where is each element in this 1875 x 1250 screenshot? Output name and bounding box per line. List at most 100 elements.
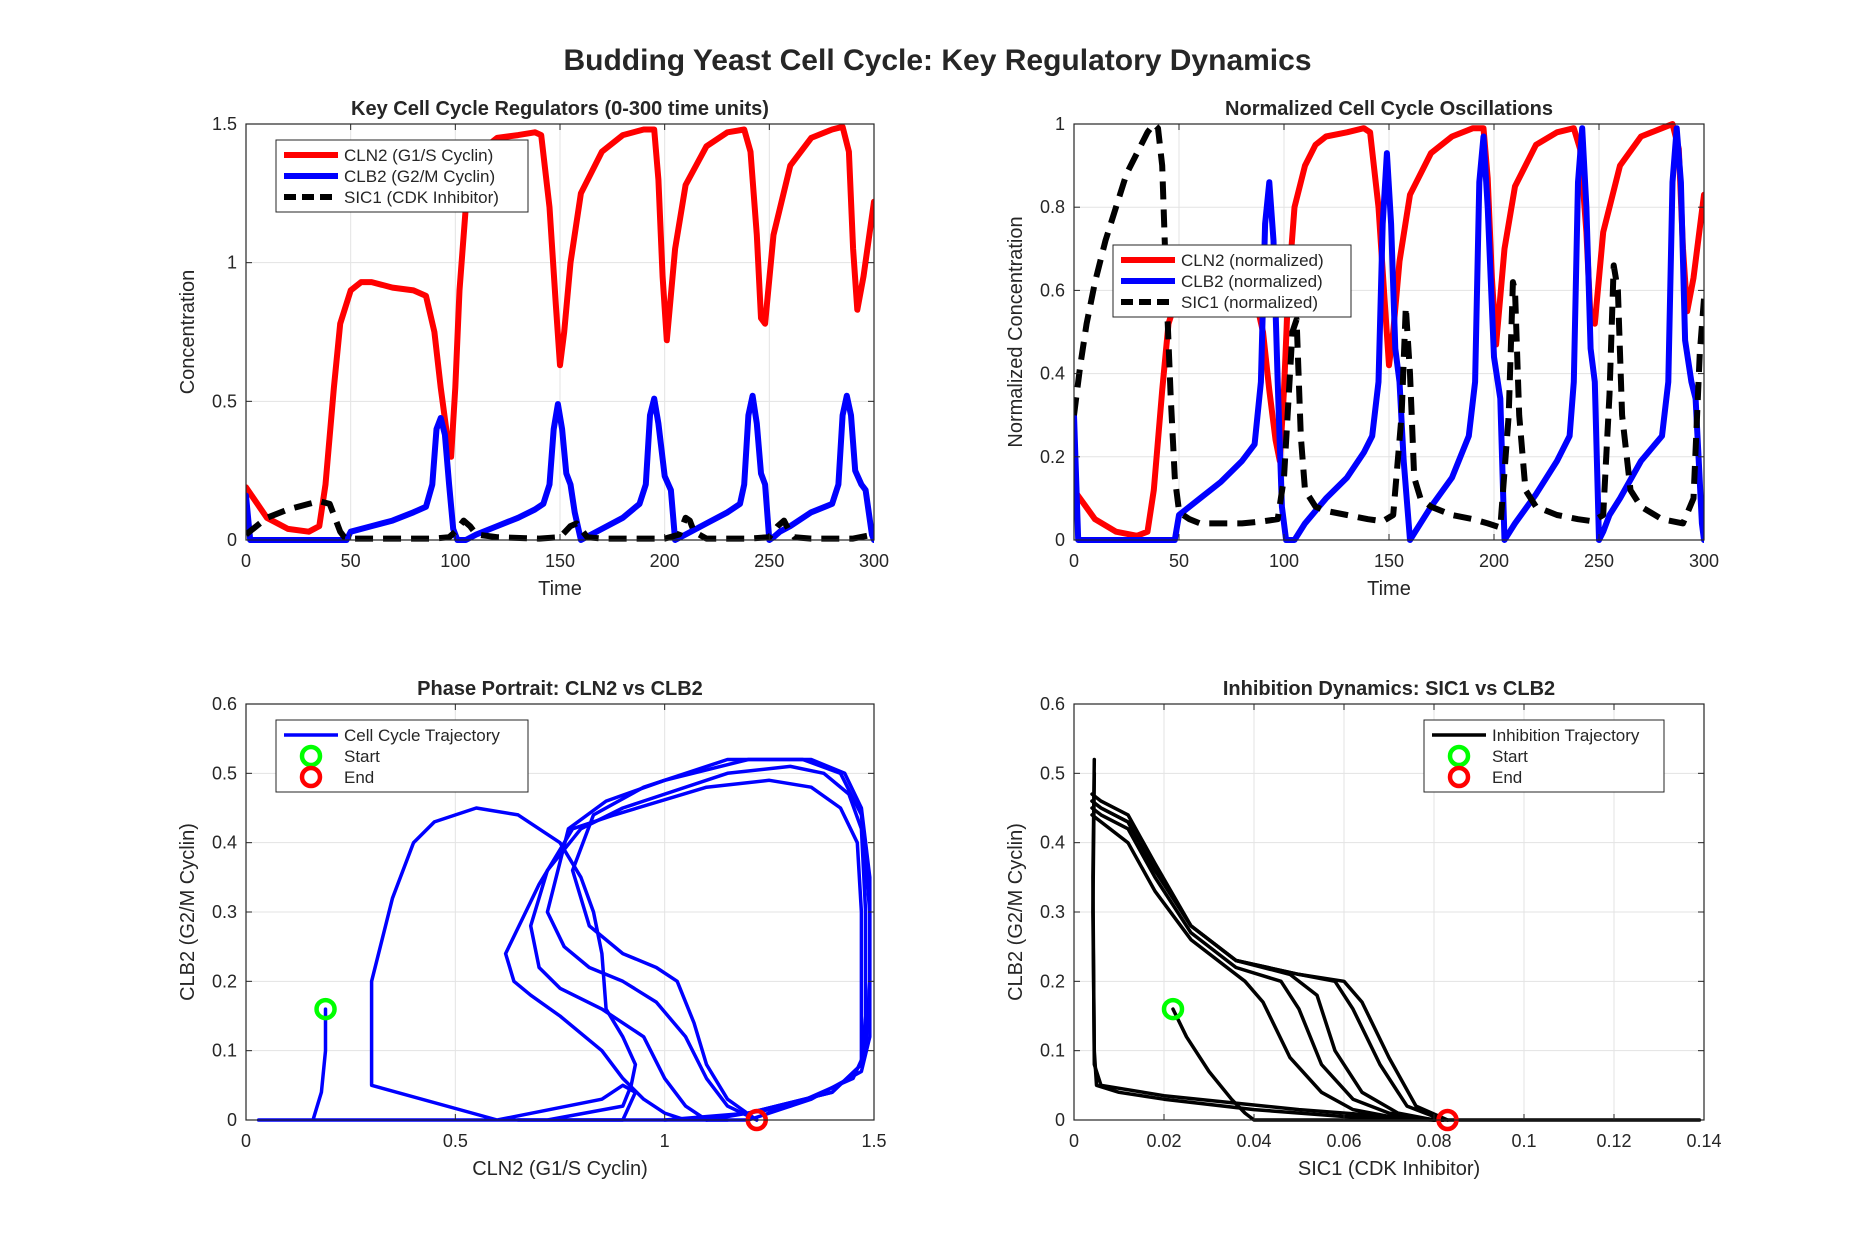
chart-panel-4: 0 0.02 0.04 0.06 0.08 0.1 0.12 0.14 0 0.1 0.2 0.3 0.… bbox=[1005, 678, 1722, 1180]
x-tick-label: 0 bbox=[1069, 551, 1079, 571]
series-line-1-segment-8 bbox=[1091, 757, 1445, 1122]
y-tick-label: 0.4 bbox=[212, 833, 237, 853]
y-tick-label: 0.4 bbox=[1040, 364, 1065, 384]
chart-title: Inhibition Dynamics: SIC1 vs CLB2 bbox=[1223, 678, 1555, 700]
chart-title: Key Cell Cycle Regulators (0-300 time un… bbox=[351, 98, 769, 120]
legend: Cell Cycle Trajectory Start End bbox=[275, 719, 529, 793]
x-tick-label: 0 bbox=[1069, 1131, 1079, 1151]
series-line-3 bbox=[1074, 121, 1704, 531]
y-tick-label: 0 bbox=[1055, 530, 1065, 550]
y-tick-label: 0.5 bbox=[212, 391, 237, 411]
x-tick-label: 0.1 bbox=[1511, 1131, 1536, 1151]
x-tick-label: 300 bbox=[859, 551, 889, 571]
x-tick-label: 100 bbox=[1269, 551, 1299, 571]
y-tick-label: 0.3 bbox=[1040, 902, 1065, 922]
x-tick-label: 0 bbox=[241, 1131, 251, 1151]
legend-label-3: SIC1 (CDK Inhibitor) bbox=[344, 188, 499, 207]
y-tick-label: 0.6 bbox=[212, 694, 237, 714]
x-axis-label: CLN2 (G1/S Cyclin) bbox=[472, 1158, 648, 1180]
legend-marker-end bbox=[1447, 765, 1471, 789]
series-line-3 bbox=[246, 498, 874, 542]
x-tick-label: 1 bbox=[660, 1131, 670, 1151]
y-axis-label: CLB2 (G2/M Cyclin) bbox=[177, 823, 199, 1001]
chart-title: Phase Portrait: CLN2 vs CLB2 bbox=[417, 678, 703, 700]
chart-title: Normalized Cell Cycle Oscillations bbox=[1225, 98, 1553, 120]
chart-panel-3: 0 0.5 1 1.5 0 0.1 0.2 0.3 0.4 0.5 0.6 Phase Portrai… bbox=[177, 678, 887, 1180]
y-tick-label: 0.5 bbox=[1040, 763, 1065, 783]
x-axis-label: SIC1 (CDK Inhibitor) bbox=[1298, 1158, 1480, 1180]
legend: CLN2 (G1/S Cyclin) CLB2 (G2/M Cyclin) SIC1… bbox=[275, 139, 529, 213]
legend-label-1: Inhibition Trajectory bbox=[1492, 726, 1640, 745]
legend: CLN2 (normalized) CLB2 (normalized) SIC1 (… bbox=[1112, 244, 1352, 318]
legend-label-1: CLN2 (normalized) bbox=[1181, 251, 1324, 270]
x-tick-label: 150 bbox=[1374, 551, 1404, 571]
x-tick-label: 300 bbox=[1689, 551, 1719, 571]
legend-label-1: CLN2 (G1/S Cyclin) bbox=[344, 146, 493, 165]
series-line-1-segment-4 bbox=[1090, 806, 1436, 1122]
x-tick-label: 50 bbox=[341, 551, 361, 571]
marker-start bbox=[314, 997, 337, 1021]
x-tick-label: 50 bbox=[1169, 551, 1189, 571]
legend-marker-end bbox=[299, 765, 323, 789]
chart-panel-2: 0 50 100 150 200 250 300 0 0.2 0.4 0.6 0.8 1 Normaliz… bbox=[1005, 98, 1719, 600]
legend-label-3: End bbox=[344, 768, 374, 787]
legend-label-2: Start bbox=[1492, 747, 1528, 766]
y-tick-label: 0.6 bbox=[1040, 280, 1065, 300]
y-tick-label: 0.3 bbox=[212, 902, 237, 922]
x-tick-label: 0.08 bbox=[1416, 1131, 1451, 1151]
x-tick-label: 0.06 bbox=[1326, 1131, 1361, 1151]
y-tick-label: 1 bbox=[227, 253, 237, 273]
series-line-1 bbox=[246, 123, 874, 535]
legend-marker-start bbox=[299, 744, 323, 768]
x-axis-label: Time bbox=[1367, 578, 1411, 600]
y-tick-label: 0.2 bbox=[1040, 447, 1065, 467]
marker-start bbox=[1161, 997, 1185, 1021]
legend: Inhibition Trajectory Start End bbox=[1423, 719, 1665, 793]
y-tick-label: 0.4 bbox=[1040, 833, 1065, 853]
legend-box bbox=[1423, 719, 1665, 793]
y-tick-label: 0.6 bbox=[1040, 694, 1065, 714]
x-tick-label: 100 bbox=[440, 551, 470, 571]
y-tick-label: 0 bbox=[1055, 1110, 1065, 1130]
legend-label-1: Cell Cycle Trajectory bbox=[344, 726, 500, 745]
y-axis-label: Concentration bbox=[177, 270, 199, 395]
x-tick-label: 150 bbox=[545, 551, 575, 571]
series-line-1-segment-3 bbox=[1090, 813, 1436, 1122]
y-tick-label: 0.2 bbox=[212, 971, 237, 991]
y-tick-label: 0 bbox=[227, 530, 237, 550]
legend-label-3: SIC1 (normalized) bbox=[1181, 293, 1318, 312]
x-tick-label: 250 bbox=[1584, 551, 1614, 571]
x-axis-label: Time bbox=[538, 578, 582, 600]
legend-label-2: CLB2 (normalized) bbox=[1181, 272, 1323, 291]
x-tick-label: 200 bbox=[650, 551, 680, 571]
x-tick-label: 0.04 bbox=[1236, 1131, 1271, 1151]
legend-marker-start bbox=[1447, 744, 1471, 768]
x-tick-label: 0 bbox=[241, 551, 251, 571]
legend-label-2: Start bbox=[344, 747, 380, 766]
x-tick-label: 200 bbox=[1479, 551, 1509, 571]
series-line-1-segment-3 bbox=[528, 764, 868, 1122]
y-axis-label: CLB2 (G2/M Cyclin) bbox=[1005, 823, 1027, 1001]
series-line-2 bbox=[1074, 125, 1704, 543]
x-tick-label: 0.14 bbox=[1686, 1131, 1721, 1151]
y-tick-label: 0.8 bbox=[1040, 197, 1065, 217]
x-tick-label: 1.5 bbox=[861, 1131, 886, 1151]
y-axis-label: Normalized Concentration bbox=[1005, 216, 1027, 447]
y-tick-label: 1.5 bbox=[212, 114, 237, 134]
series-line-1-segment-5 bbox=[570, 757, 872, 1122]
y-tick-label: 0.2 bbox=[1040, 971, 1065, 991]
legend-label-3: End bbox=[1492, 768, 1522, 787]
figure-title: Budding Yeast Cell Cycle: Key Regulatory… bbox=[563, 44, 1312, 77]
x-tick-label: 250 bbox=[754, 551, 784, 571]
x-tick-label: 0.02 bbox=[1146, 1131, 1181, 1151]
y-tick-label: 0.1 bbox=[1040, 1041, 1065, 1061]
y-tick-label: 0 bbox=[227, 1110, 237, 1130]
x-tick-label: 0.5 bbox=[443, 1131, 468, 1151]
y-tick-label: 0.5 bbox=[212, 763, 237, 783]
x-tick-label: 0.12 bbox=[1596, 1131, 1631, 1151]
y-tick-label: 0.1 bbox=[212, 1041, 237, 1061]
legend-label-2: CLB2 (G2/M Cyclin) bbox=[344, 167, 495, 186]
chart-panel-1: 0 50 100 150 200 250 300 0 0.5 1 1.5 Key Cell Cycle… bbox=[177, 98, 889, 600]
